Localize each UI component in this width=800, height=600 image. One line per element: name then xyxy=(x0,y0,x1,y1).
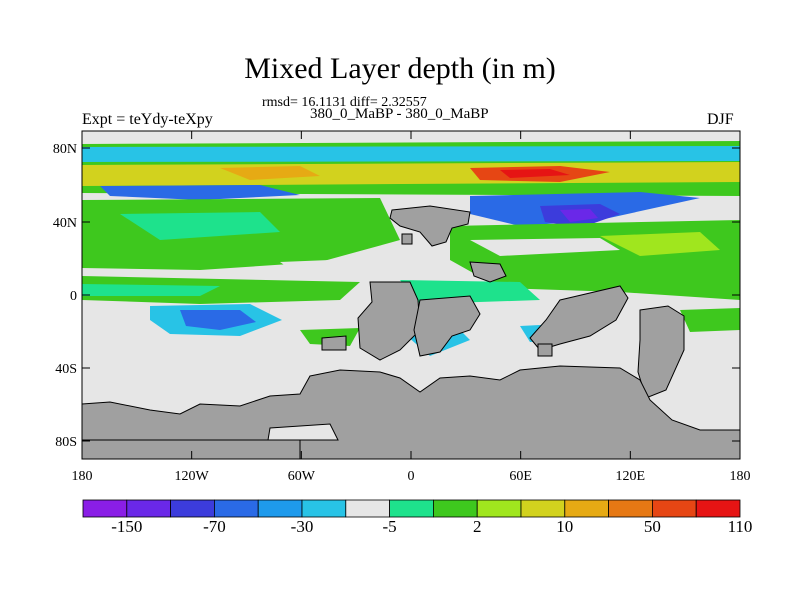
land-south-america-main xyxy=(413,295,481,357)
x-tick-label: 180 xyxy=(72,469,93,484)
x-tick-label: 120W xyxy=(175,469,210,484)
colorbar-swatch xyxy=(345,499,390,518)
x-tick-label: 0 xyxy=(408,469,415,484)
land-small-island-1 xyxy=(321,335,347,351)
y-tick-label: 0 xyxy=(70,289,77,304)
x-tick-label: 180 xyxy=(730,469,751,484)
north-orange-patch-west xyxy=(220,166,320,180)
land-africa-south xyxy=(529,285,629,351)
y-tick-label: 40N xyxy=(53,216,77,231)
y-axis-labels: 80N 40N 0 40S 80S xyxy=(53,142,77,450)
land-south-america-west xyxy=(357,281,421,361)
y-tick-label: 80N xyxy=(53,142,77,157)
colorbar-label: 50 xyxy=(644,517,661,536)
north-cyan-band xyxy=(82,146,740,162)
south-pacific-blue-core xyxy=(180,310,256,330)
north-violet-core xyxy=(560,209,598,222)
colorbar-swatch xyxy=(695,499,741,518)
stats-line: rmsd= 16.1131 diff= 2.32557 xyxy=(262,95,427,110)
colorbar-swatch xyxy=(476,499,522,518)
land-antarctic-peninsula xyxy=(82,365,740,459)
colorbar-swatch xyxy=(301,499,347,518)
midlat-white-gap-2 xyxy=(280,258,400,276)
land-mid-atlantic-block xyxy=(401,233,413,245)
x-tick-label: 60E xyxy=(509,469,532,484)
plot-title: Mixed Layer depth (in m) xyxy=(244,52,556,85)
land-north-africa-europe xyxy=(389,205,471,247)
colorbar-label: 2 xyxy=(473,517,482,536)
south-east-green xyxy=(680,308,740,332)
colorbar-swatch xyxy=(389,499,434,518)
north-red-core xyxy=(500,169,570,178)
season-label: DJF xyxy=(707,111,734,128)
x-tick-label: 60W xyxy=(288,469,316,484)
midlat-cyan-west xyxy=(120,212,280,240)
land-southern-strip xyxy=(82,439,301,459)
land-australia xyxy=(637,305,685,399)
equator-green-mid xyxy=(400,280,540,304)
land-antarctic-inlet xyxy=(267,423,339,441)
midlat-yellow-east xyxy=(600,232,720,256)
colorbar xyxy=(82,499,741,518)
mixed-layer-field xyxy=(82,131,740,459)
y-tick-label: 80S xyxy=(55,435,77,450)
colorbar-swatch xyxy=(432,499,478,518)
plot-subtitle: 380_0_MaBP - 380_0_MaBP xyxy=(310,106,489,122)
colorbar-label: -5 xyxy=(383,517,397,536)
land-small-island-2 xyxy=(537,343,553,357)
x-tick-label: 120E xyxy=(616,469,646,484)
colorbar-labels: -150 -70 -30 -5 2 10 50 110 xyxy=(111,517,752,536)
experiment-label: Expt = teYdy-teXpy xyxy=(82,111,213,128)
north-blue-band-west xyxy=(100,185,300,200)
colorbar-swatch xyxy=(652,499,697,518)
colorbar-swatch xyxy=(257,499,303,518)
equator-green-west xyxy=(82,276,360,304)
colorbar-label: -70 xyxy=(203,517,226,536)
equator-cyan-west xyxy=(82,284,220,296)
colorbar-swatch xyxy=(213,499,259,518)
y-tick-label: 40S xyxy=(55,362,77,377)
land-arabia xyxy=(469,261,507,283)
colorbar-swatch xyxy=(564,499,609,518)
midlat-white-gap-1 xyxy=(470,238,620,256)
x-axis-labels: 180 120W 60W 0 60E 120E 180 xyxy=(72,469,751,484)
colorbar-label: 10 xyxy=(556,517,573,536)
colorbar-swatch xyxy=(608,499,653,518)
colorbar-swatch xyxy=(82,499,128,518)
axis-ticks xyxy=(81,131,741,459)
colorbar-label: 110 xyxy=(728,517,753,536)
colorbar-label: -30 xyxy=(291,517,314,536)
colorbar-swatch xyxy=(170,499,215,518)
colorbar-swatch xyxy=(520,499,566,518)
north-yellow-band xyxy=(82,162,740,186)
colorbar-label: -150 xyxy=(111,517,142,536)
colorbar-swatch xyxy=(126,499,172,518)
